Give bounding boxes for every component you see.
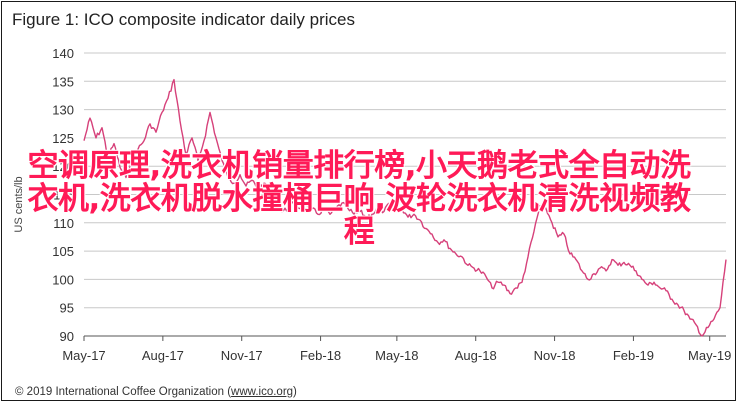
copyright-prefix: © 2019 International Coffee Organization… [15,386,232,398]
x-tick-label: Nov-18 [534,348,576,363]
y-tick-label: 140 [52,46,74,61]
gridlines [84,52,726,309]
ico-website-link[interactable]: www.ico.org [231,386,294,398]
copyright-note: © 2019 International Coffee Organization… [15,386,297,398]
x-tick-label: May-17 [62,348,105,363]
y-axis-label: US cents/lb [13,176,25,232]
price-series-line [83,78,727,337]
x-tick-label: Aug-18 [455,348,497,363]
x-tick-label: May-19 [688,348,731,363]
x-tick-label: Feb-19 [613,348,654,363]
y-tick-label: 135 [52,74,74,89]
y-tick-label: 120 [52,159,74,174]
x-tick-label: Nov-17 [221,348,263,363]
figure-title: Figure 1: ICO composite indicator daily … [12,10,355,29]
copyright-suffix: ) [293,386,297,398]
y-tick-label: 100 [52,272,74,287]
x-tick-label: May-18 [375,348,418,363]
axes: 90 95 100 105 110 115 120 125 130 135 140 May-17 Aug… [52,46,731,363]
overlay-banner-text: 空调原理,洗衣机销量排行榜,小天鹅老式全自动洗衣机,洗衣机脱水撞桶巨响,波轮洗衣… [27,148,691,250]
y-tick-label: 110 [53,216,74,231]
x-tick-label: Aug-17 [142,348,184,363]
y-tick-label: 130 [52,103,74,118]
y-tick-label: 105 [52,244,74,259]
y-tick-label: 90 [60,329,74,344]
series-layer [83,78,727,337]
x-tick-label: Feb-18 [300,348,341,363]
y-tick-label: 95 [60,301,74,316]
y-tick-label: 125 [52,131,74,146]
y-tick-label: 115 [53,188,74,203]
